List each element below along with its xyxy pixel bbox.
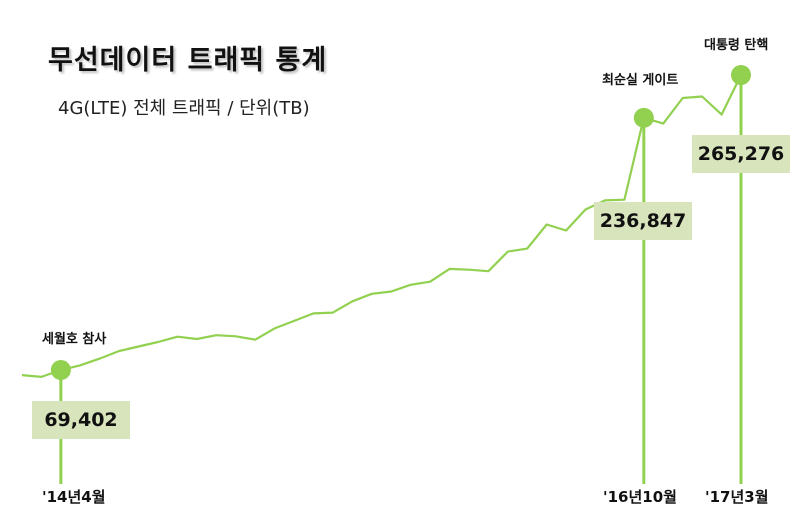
event-marker-choi: [633, 107, 654, 128]
date-label-choi: '16년10월: [603, 488, 677, 506]
chart-title: 무선데이터 트래픽 통계: [48, 45, 328, 76]
value-box-sewol: 69,402: [32, 401, 130, 439]
value-box-choi: 236,847: [594, 202, 692, 240]
event-label-impeachment: 대통령 탄핵: [704, 38, 769, 53]
event-label-choi: 최순실 게이트: [602, 73, 679, 88]
value-box-impeachment: 265,276: [692, 135, 790, 173]
date-label-sewol: '14년4월: [42, 488, 106, 506]
chart-subtitle: 4G(LTE) 전체 트래픽 / 단위(TB): [58, 98, 310, 119]
event-marker-sewol: [50, 360, 71, 380]
date-label-impeachment: '17년3월: [705, 488, 769, 506]
event-markers: [50, 65, 751, 380]
traffic-line: [21, 74, 742, 378]
event-label-sewol: 세월호 참사: [42, 332, 107, 347]
event-marker-impeachment: [731, 65, 751, 85]
